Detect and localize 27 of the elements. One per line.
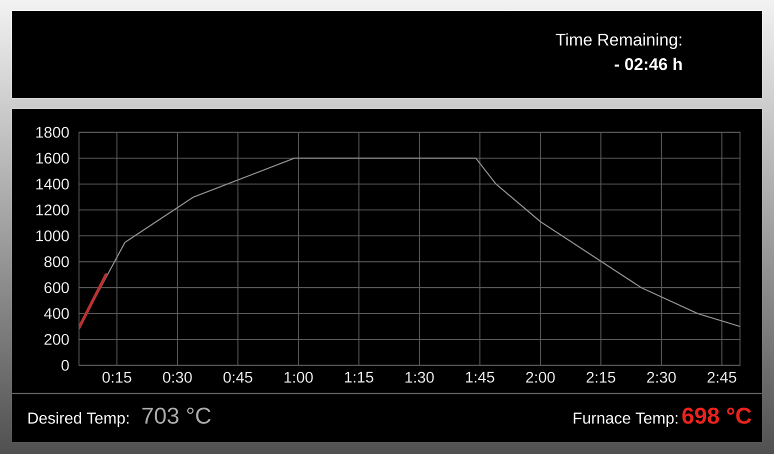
y-tick-label: 0 xyxy=(62,360,69,371)
y-tick-label: 1600 xyxy=(36,152,69,164)
x-tick-label: 1:15 xyxy=(345,372,374,383)
y-tick-label: 1200 xyxy=(36,204,69,216)
y-tick-label: 1800 xyxy=(36,126,69,138)
text: 698 °C xyxy=(682,408,752,424)
text: 703 °C xyxy=(142,408,211,424)
x-tick-label: 0:15 xyxy=(102,372,132,383)
x-tick-label: 0:45 xyxy=(223,372,252,383)
x-tick-label: 2:45 xyxy=(708,372,736,383)
x-tick-label: 2:00 xyxy=(526,372,555,383)
y-tick-label: 600 xyxy=(44,282,69,294)
text: Time Remaining: xyxy=(556,33,682,50)
y-tick-label: 400 xyxy=(44,308,69,319)
x-tick-label: 2:15 xyxy=(586,372,616,383)
text: Desired Temp: xyxy=(28,412,128,427)
y-tick-label: 200 xyxy=(44,334,69,345)
x-tick-label: 2:30 xyxy=(647,372,676,383)
y-tick-label: 1000 xyxy=(36,230,69,242)
x-tick-label: 1:00 xyxy=(284,372,313,383)
x-tick-label: 1:45 xyxy=(466,372,494,383)
y-tick-label: 1400 xyxy=(36,178,69,190)
x-tick-label: 0:30 xyxy=(162,372,192,383)
text: - 02:46 h xyxy=(614,58,682,70)
x-tick-label: 1:30 xyxy=(406,372,434,383)
y-tick-label: 800 xyxy=(44,256,69,268)
text: Furnace Temp: xyxy=(574,412,678,427)
